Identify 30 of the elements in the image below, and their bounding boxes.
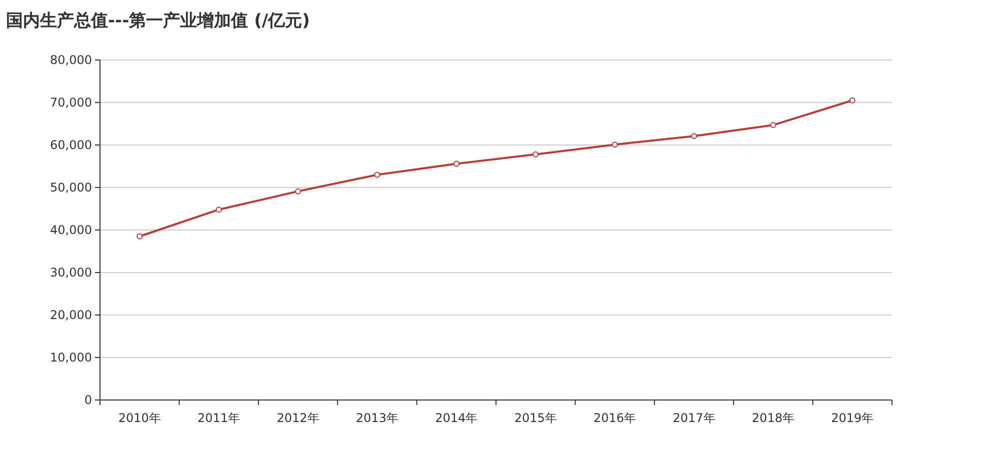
y-tick-label: 40,000	[50, 223, 92, 237]
x-tick-label: 2012年	[276, 411, 320, 425]
y-tick-label: 30,000	[50, 266, 92, 280]
x-tick-label: 2017年	[672, 411, 716, 425]
point	[849, 97, 856, 104]
point	[532, 151, 539, 158]
y-tick-label: 60,000	[50, 138, 92, 152]
x-tick-label: 2014年	[435, 411, 478, 425]
x-tick-label: 2015年	[514, 411, 557, 425]
chart-title: 国内生产总值---第一产业增加值 (/亿元)	[6, 11, 310, 31]
x-tick-label: 2018年	[752, 411, 794, 425]
y-tick-label: 0	[84, 393, 92, 407]
point	[136, 233, 143, 240]
y-tick-label: 10,000	[50, 350, 92, 364]
point	[612, 142, 618, 148]
y-tick-label: 80,000	[50, 53, 92, 67]
y-tick-label: 20,000	[50, 308, 92, 322]
point	[770, 122, 776, 128]
x-tick-label: 2019年	[831, 411, 874, 425]
x-tick-label: 2010年	[118, 411, 161, 425]
point	[295, 188, 301, 194]
y-tick-label: 50,000	[50, 180, 92, 194]
point	[374, 172, 380, 178]
point	[216, 206, 222, 213]
x-tick-label: 2013年	[356, 411, 398, 425]
x-tick-label: 2016年	[594, 411, 636, 425]
x-tick-label: 2011年	[198, 411, 240, 425]
y-tick-label: 70,000	[50, 96, 92, 110]
point	[453, 160, 460, 167]
point	[691, 133, 697, 140]
